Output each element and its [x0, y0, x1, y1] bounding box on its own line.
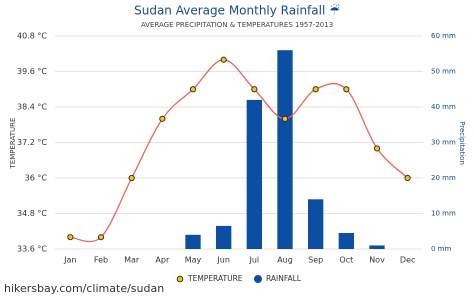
y2-tick-label: 10 mm	[431, 210, 456, 218]
line-point	[251, 86, 258, 93]
line-point	[159, 115, 166, 122]
y-tick-label: 37.2 °C	[17, 138, 47, 147]
legend-swatch	[176, 275, 184, 283]
y-axis-label: TEMPERATURE	[9, 118, 17, 170]
legend-swatch	[254, 275, 262, 283]
line-point	[67, 234, 74, 241]
bar	[185, 234, 201, 249]
x-tick-label: May	[185, 256, 202, 265]
y2-tick-label: 30 mm	[431, 139, 456, 147]
x-tick-label: Feb	[94, 256, 108, 265]
bar	[338, 233, 354, 249]
line-point	[404, 174, 411, 182]
y2-tick-label: 60 mm	[431, 32, 456, 40]
line-point	[189, 86, 197, 93]
bar	[308, 199, 324, 249]
x-tick-label: Mar	[124, 256, 140, 265]
x-tick-label: Apr	[155, 256, 170, 265]
x-tick-label: Jul	[249, 256, 260, 265]
x-tick-label: Oct	[339, 256, 353, 265]
bar	[369, 245, 385, 249]
y-tick-label: 36 °C	[25, 174, 48, 183]
y-tick-label: 40.8 °C	[17, 32, 47, 41]
x-tick-label: Aug	[277, 256, 293, 265]
line-point	[373, 145, 381, 152]
x-tick-label: Jan	[63, 256, 76, 265]
bar	[277, 50, 293, 250]
bar	[246, 99, 262, 250]
y2-tick-label: 0 mm	[431, 245, 451, 253]
line-point	[343, 86, 350, 93]
x-tick-label: Jun	[216, 256, 230, 265]
y-tick-label: 38.4 °C	[17, 103, 47, 112]
x-tick-label: Nov	[369, 256, 385, 265]
y-tick-label: 39.6 °C	[17, 67, 47, 76]
chart-subtitle: AVERAGE PRECIPITATION & TEMPERATURES 195…	[141, 21, 333, 29]
line-point	[220, 56, 227, 63]
chart-title: Sudan Average Monthly Rainfall ☔	[134, 3, 340, 18]
legend-label: RAINFALL	[266, 274, 302, 283]
y-tick-label: 33.6 °C	[17, 245, 47, 254]
x-tick-label: Sep	[308, 256, 323, 265]
line-point	[281, 115, 289, 122]
y2-tick-label: 50 mm	[431, 68, 456, 76]
y2-tick-label: 40 mm	[431, 103, 456, 111]
y2-axis-label: Precipitation	[458, 121, 466, 165]
y2-tick-label: 20 mm	[431, 174, 456, 182]
line-point	[312, 86, 319, 93]
line-point	[97, 234, 105, 241]
legend-label: TEMPERATURE	[187, 274, 243, 283]
x-tick-label: Dec	[400, 256, 415, 265]
footer-url: hikersbay.com/climate/sudan	[4, 282, 164, 295]
temperature-line	[70, 59, 409, 243]
bar	[216, 225, 232, 249]
line-point	[128, 174, 135, 182]
y-tick-label: 34.8 °C	[17, 209, 47, 218]
